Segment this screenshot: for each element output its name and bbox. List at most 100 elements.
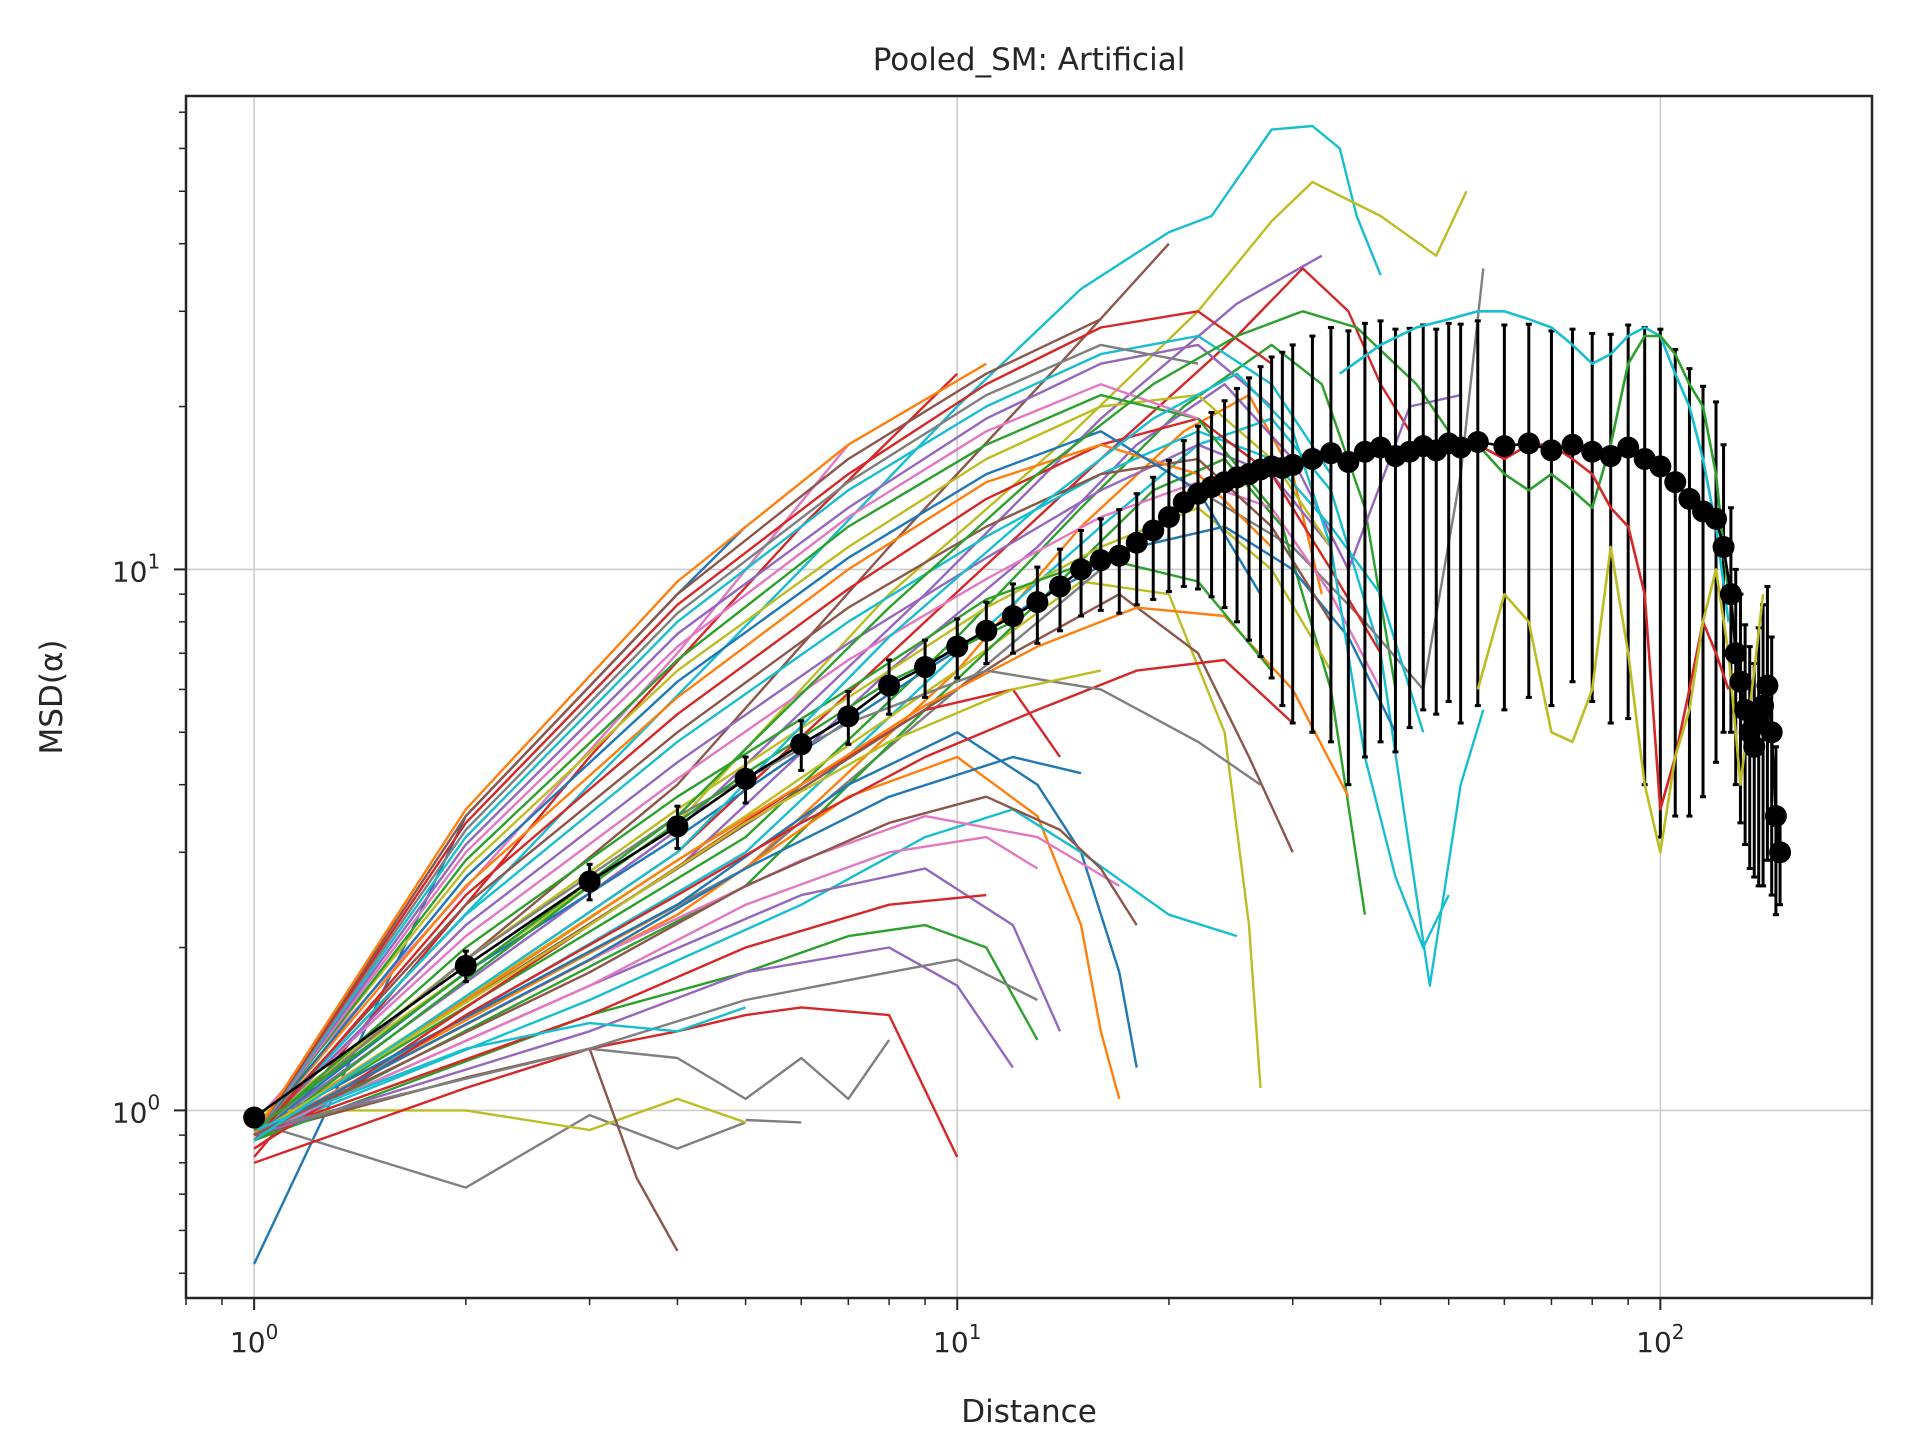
trajectory-line bbox=[253, 835, 1039, 1137]
trajectory-line bbox=[253, 417, 1382, 1142]
trajectory-line bbox=[253, 443, 1273, 1136]
x-axis-label: Distance bbox=[961, 1394, 1097, 1430]
mean-marker bbox=[1712, 536, 1735, 559]
trajectory-line bbox=[253, 268, 1485, 1132]
mean-marker bbox=[1724, 642, 1747, 665]
trajectory-line bbox=[253, 362, 987, 1136]
highlight-trajectory-line bbox=[1476, 545, 1765, 854]
trajectory-line bbox=[253, 580, 1262, 1137]
mean-marker bbox=[1001, 605, 1024, 628]
highlight-trajectory-line bbox=[1339, 310, 1730, 622]
mean-marker bbox=[1599, 445, 1622, 468]
mean-marker bbox=[1769, 841, 1792, 864]
y-axis: 100 101 bbox=[112, 111, 186, 1274]
mean-marker bbox=[1281, 453, 1304, 476]
x-axis: 100 101 102 bbox=[185, 1298, 1873, 1359]
mean-marker bbox=[1449, 436, 1472, 459]
trajectory-line bbox=[253, 310, 1273, 1136]
trajectory-line bbox=[254, 1097, 746, 1132]
mean-marker bbox=[1743, 735, 1766, 758]
mean-marker bbox=[790, 733, 813, 756]
mean-marker bbox=[1319, 442, 1342, 465]
mean-marker bbox=[1493, 435, 1516, 458]
y-axis-label: MSD(α) bbox=[34, 640, 70, 755]
mean-marker bbox=[1561, 433, 1584, 456]
trajectory-line bbox=[253, 669, 1262, 1137]
trajectory-line bbox=[253, 480, 1382, 1131]
trajectory-line bbox=[253, 1113, 747, 1189]
trajectory-line bbox=[253, 242, 1170, 1137]
trajectory-line bbox=[745, 1118, 802, 1124]
mean-marker bbox=[578, 870, 601, 893]
chart-title: Pooled_SM: Artificial bbox=[873, 42, 1186, 78]
x-tick-label: 101 bbox=[933, 1320, 981, 1359]
trajectory-line bbox=[253, 958, 1038, 1132]
mean-marker bbox=[1108, 544, 1131, 567]
trajectory-line bbox=[253, 180, 1468, 1124]
mean-marker bbox=[1719, 583, 1742, 606]
plot-frame bbox=[184, 94, 1874, 1300]
mean-marker bbox=[1157, 505, 1180, 528]
mean-marker bbox=[243, 1106, 266, 1129]
trajectory-line bbox=[253, 755, 1121, 1137]
trajectory-line bbox=[253, 393, 1273, 1136]
mean-marker bbox=[975, 619, 998, 642]
mean-marker bbox=[1048, 575, 1071, 598]
trajectory-line bbox=[253, 795, 1138, 1137]
mean-marker bbox=[1664, 471, 1687, 494]
mean-marker bbox=[1734, 698, 1757, 721]
mean-marker bbox=[1026, 591, 1049, 614]
mean-marker bbox=[1466, 430, 1489, 453]
y-tick-label: 100 bbox=[112, 1090, 160, 1129]
trajectory-line bbox=[253, 946, 1014, 1137]
mean-marker bbox=[1070, 558, 1093, 581]
trajectory-line bbox=[253, 1006, 959, 1164]
mean-marker bbox=[1760, 721, 1783, 744]
mean-marker bbox=[1125, 531, 1148, 554]
mean-marker bbox=[454, 954, 477, 977]
x-tick-label: 102 bbox=[1636, 1320, 1684, 1359]
trajectory-line bbox=[253, 556, 1273, 1136]
mean-marker bbox=[1705, 507, 1728, 530]
mean-marker bbox=[1617, 436, 1640, 459]
mean-marker bbox=[914, 656, 937, 679]
mean-marker bbox=[1752, 694, 1775, 717]
series-layer bbox=[243, 124, 1792, 1265]
mean-marker bbox=[1089, 549, 1112, 572]
mean-marker bbox=[1581, 440, 1604, 463]
mean-marker bbox=[1301, 447, 1324, 470]
highlight-trajectory-line bbox=[1476, 334, 1730, 595]
mean-marker bbox=[666, 815, 689, 838]
trajectory-line bbox=[253, 755, 1082, 1137]
trajectory-line bbox=[253, 393, 1332, 1131]
mean-marker bbox=[837, 705, 860, 728]
mean-marker bbox=[1337, 450, 1360, 473]
grid-lines bbox=[186, 96, 1872, 1298]
trajectory-line bbox=[253, 430, 1262, 1136]
mean-marker bbox=[1142, 519, 1165, 542]
trajectory-line bbox=[253, 658, 1294, 1150]
trajectory-line bbox=[253, 318, 1102, 1136]
trajectory-line bbox=[253, 443, 850, 1124]
trajectory-line bbox=[253, 343, 1273, 1136]
trajectory-line bbox=[253, 688, 1061, 1150]
x-tick-label: 100 bbox=[230, 1320, 278, 1359]
trajectory-line bbox=[253, 669, 1102, 1137]
trajectory-line bbox=[253, 893, 987, 1137]
y-tick-label: 101 bbox=[112, 549, 160, 588]
mean-marker bbox=[1729, 670, 1752, 693]
trajectory-line bbox=[253, 334, 1332, 1136]
mean-marker bbox=[1756, 674, 1779, 697]
trajectory-line bbox=[253, 1006, 746, 1132]
mean-marker bbox=[1764, 805, 1787, 828]
mean-marker bbox=[1540, 439, 1563, 462]
mean-marker bbox=[1517, 432, 1540, 455]
trajectory-line bbox=[253, 731, 1138, 1132]
trajectory-line bbox=[253, 372, 959, 1158]
mean-marker bbox=[1649, 455, 1672, 478]
trajectory-line bbox=[253, 457, 1332, 1136]
mean-marker bbox=[946, 635, 969, 658]
trajectory-line bbox=[253, 372, 1450, 1142]
trajectory-line bbox=[253, 310, 1450, 1131]
